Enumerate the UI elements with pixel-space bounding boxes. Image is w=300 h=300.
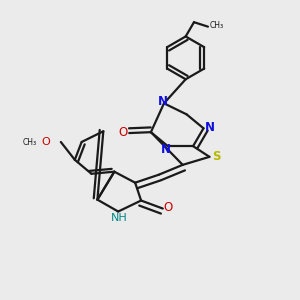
Text: O: O — [164, 201, 173, 214]
Text: CH₃: CH₃ — [22, 138, 37, 147]
Text: NH: NH — [111, 213, 128, 223]
Text: CH₃: CH₃ — [210, 21, 224, 30]
Text: N: N — [160, 142, 170, 156]
Text: S: S — [212, 150, 220, 163]
Text: N: N — [158, 95, 167, 108]
Text: O: O — [118, 126, 128, 139]
Text: O: O — [41, 137, 50, 147]
Text: N: N — [204, 121, 214, 134]
